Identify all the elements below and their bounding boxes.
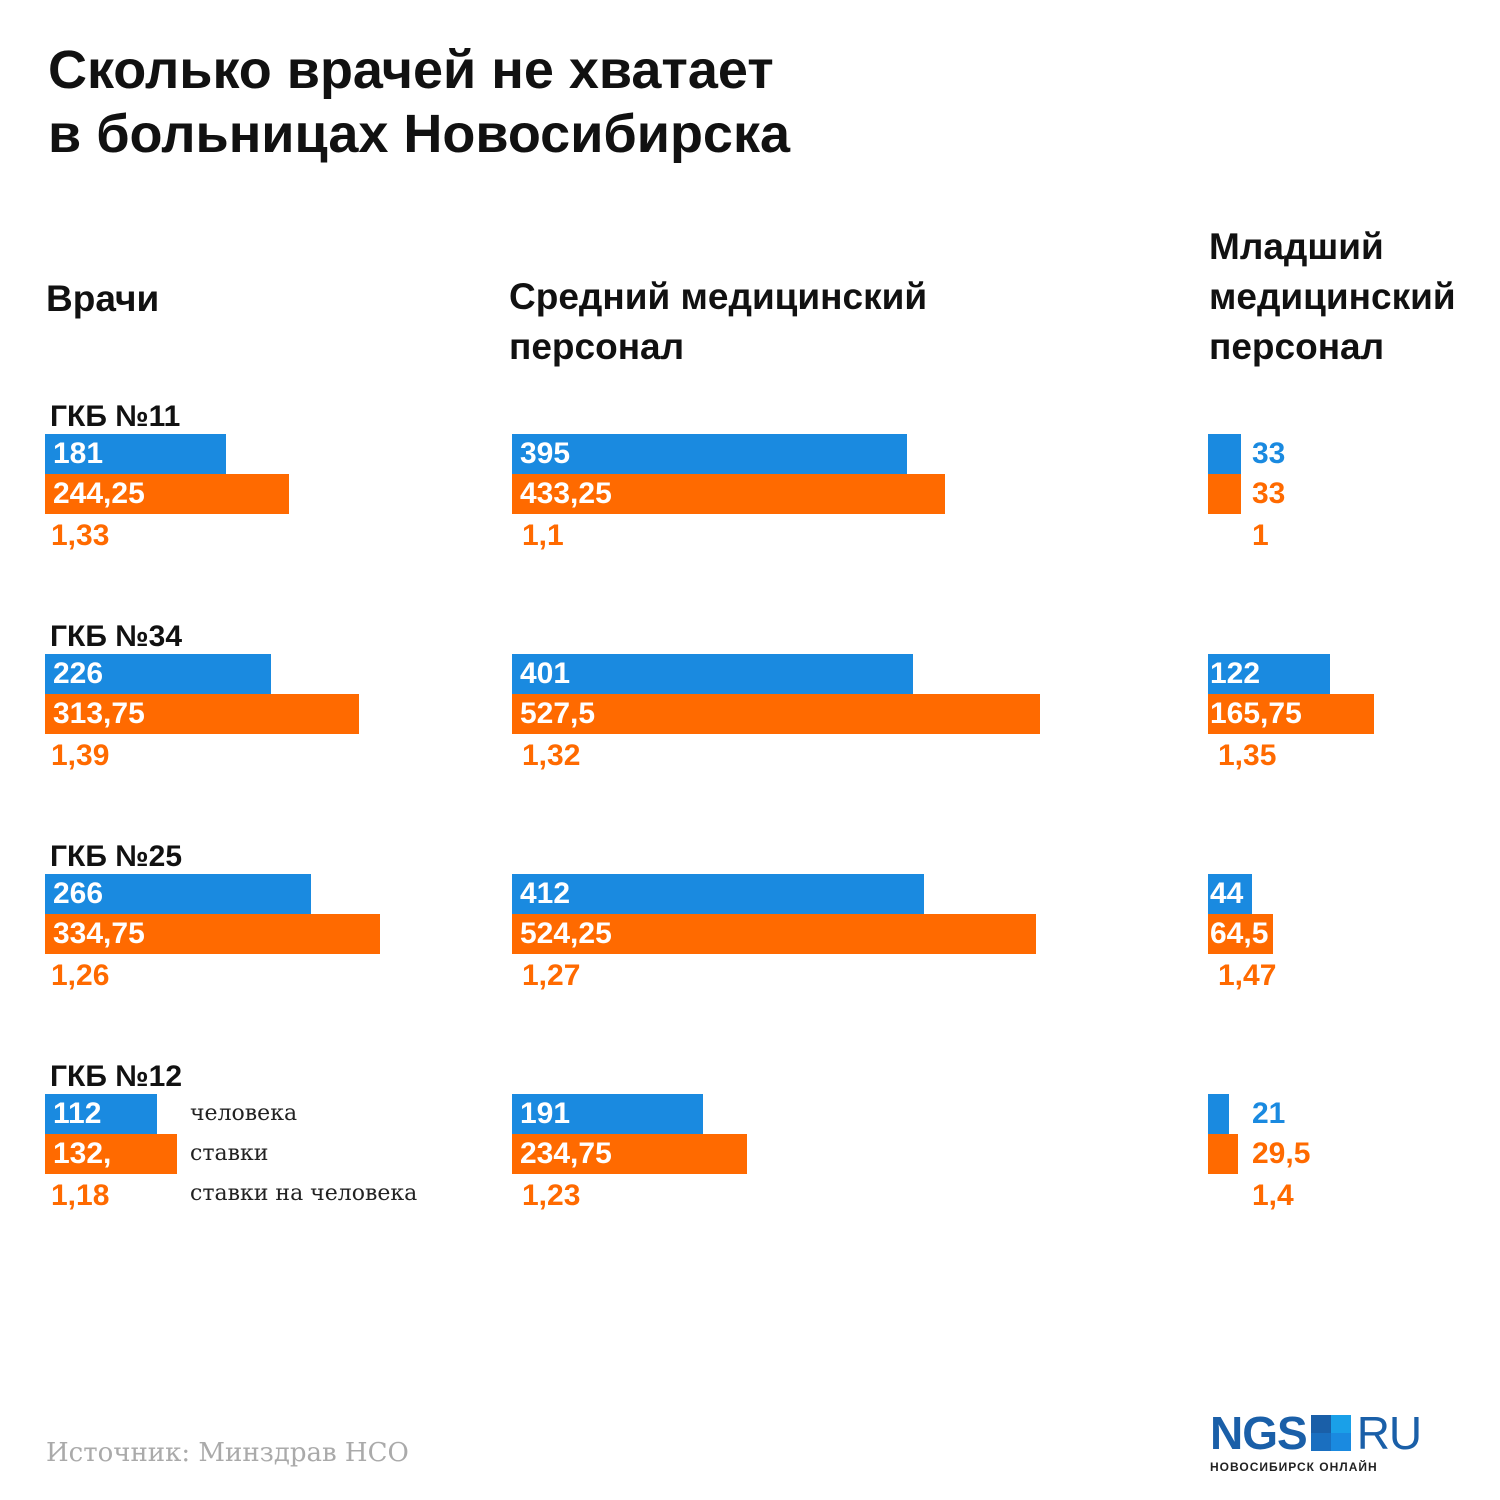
group-title: ГКБ №34 <box>50 620 183 653</box>
ratio-label: 1,27 <box>522 959 581 992</box>
bar-people <box>45 1094 157 1134</box>
bar-people <box>512 434 907 474</box>
data-label: 191 <box>520 1097 571 1130</box>
bar-rates <box>45 474 290 514</box>
data-label: 33 <box>1252 477 1286 510</box>
ratio-label: 1,35 <box>1218 739 1277 772</box>
data-label: 21 <box>1252 1097 1286 1130</box>
ratio-label: 1 <box>1252 519 1269 552</box>
ratio-label: 1,47 <box>1218 959 1277 992</box>
chart-title: Сколько врачей не хватает в больницах Но… <box>48 38 790 166</box>
bar-people <box>512 874 924 914</box>
bar-people <box>45 654 271 694</box>
panel-title-mid-staff: Средний медицинский персонал <box>509 276 928 367</box>
data-label: 181 <box>53 437 104 470</box>
bar-people <box>1208 1094 1229 1134</box>
ratio-label: 1,32 <box>522 739 581 772</box>
data-label: 527,5 <box>520 697 596 730</box>
data-label: 122 <box>1210 657 1261 690</box>
logo-subtitle: НОВОСИБИРСК ОНЛАЙН <box>1210 1460 1378 1474</box>
ngs-logo: NGS RU НОВОСИБИРСК ОНЛАЙН <box>1210 1407 1422 1474</box>
ratio-label: 1,26 <box>51 959 110 992</box>
ratio-label: 1,33 <box>51 519 110 552</box>
group-title: ГКБ №25 <box>50 840 183 873</box>
panel-title-doctors: Врачи <box>46 278 160 319</box>
data-label: 234,75 <box>520 1137 612 1170</box>
bar-people <box>512 654 913 694</box>
legend-people: человека <box>190 1101 298 1126</box>
bar-rates <box>45 1134 177 1174</box>
data-label: 132, <box>53 1137 112 1170</box>
group-title: ГКБ №12 <box>50 1060 183 1093</box>
ratio-label: 1,1 <box>522 519 564 552</box>
bar-rates <box>1208 694 1374 734</box>
data-label: 412 <box>520 877 571 910</box>
data-label: 244,25 <box>53 477 145 510</box>
ratio-label: 1,23 <box>522 1179 581 1212</box>
data-label: 266 <box>53 877 104 910</box>
logo-suffix: RU <box>1356 1407 1422 1459</box>
panel-title-junior-staff: Младший медицинский персонал <box>1209 226 1456 367</box>
bar-people <box>1208 874 1252 914</box>
legend-rates: ставки <box>190 1141 269 1166</box>
bar-people <box>1208 434 1241 474</box>
ratio-label: 1,18 <box>51 1179 110 1212</box>
bar-people <box>512 1094 703 1134</box>
source-note: Источник: Минздрав НСО <box>46 1438 409 1468</box>
bar-rates <box>45 914 380 954</box>
bar-rates <box>1208 914 1273 954</box>
ratio-label: 1,4 <box>1252 1179 1294 1212</box>
bar-rates <box>45 694 359 734</box>
data-label: 44 <box>1210 877 1244 910</box>
bar-people <box>45 874 311 914</box>
data-label: 524,25 <box>520 917 612 950</box>
bar-rates <box>1208 1134 1238 1174</box>
data-label: 112 <box>53 1097 102 1130</box>
bar-rates <box>512 474 946 514</box>
data-label: 33 <box>1252 437 1286 470</box>
data-label: 433,25 <box>520 477 612 510</box>
bar-rates <box>512 914 1037 954</box>
bar-rates <box>512 694 1040 734</box>
bar-people <box>45 434 226 474</box>
ratio-label: 1,39 <box>51 739 110 772</box>
data-label: 334,75 <box>53 917 145 950</box>
legend-ratio: ставки на человека <box>190 1181 418 1206</box>
data-label: 313,75 <box>53 697 145 730</box>
group-title: ГКБ №11 <box>50 400 181 433</box>
bar-rates <box>1208 474 1241 514</box>
logo-text: NGS <box>1210 1407 1308 1459</box>
title-line-2: в больницах Новосибирска <box>48 104 791 164</box>
data-label: 401 <box>520 657 571 690</box>
title-line-1: Сколько врачей не хватает <box>48 40 774 100</box>
data-label: 395 <box>520 437 571 470</box>
data-label: 226 <box>53 657 104 690</box>
data-label: 29,5 <box>1252 1137 1311 1170</box>
bar-people <box>1208 654 1330 694</box>
data-label: 165,75 <box>1210 697 1302 730</box>
logo-squares-icon <box>1310 1415 1351 1451</box>
bar-rates <box>512 1134 747 1174</box>
data-label: 64,5 <box>1210 917 1269 950</box>
